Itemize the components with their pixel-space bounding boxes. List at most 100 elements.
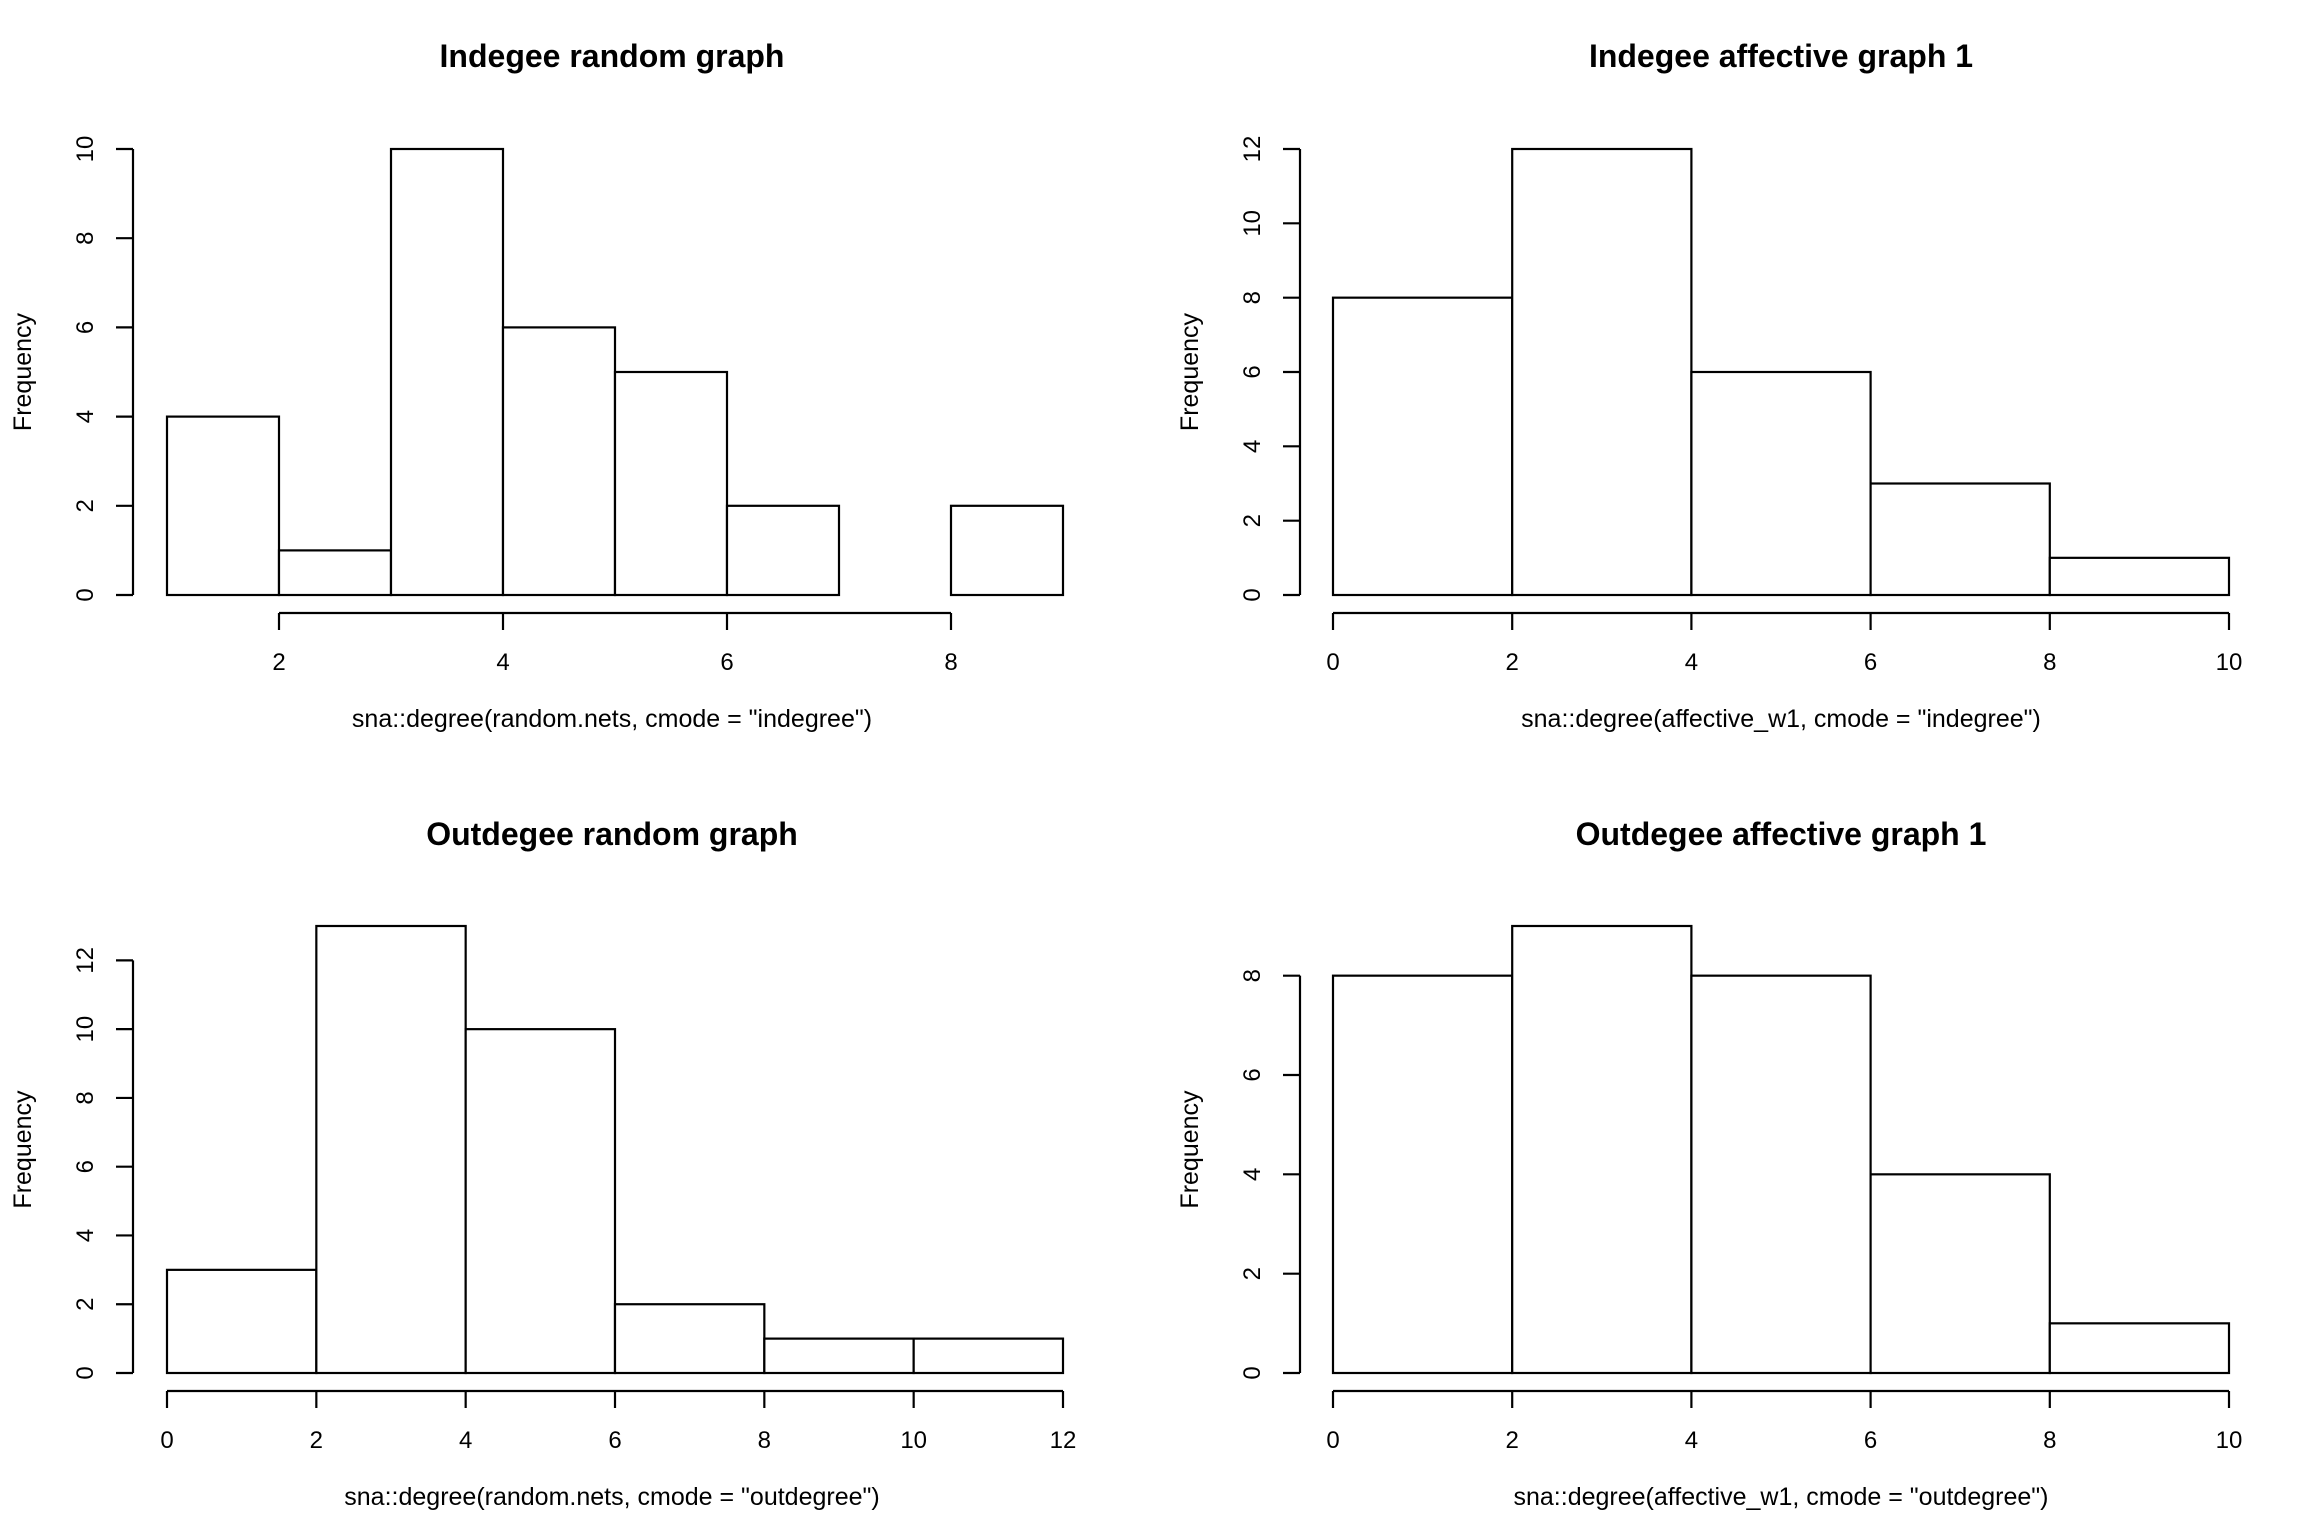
x-tick-label: 10 [900,1427,927,1454]
bar [613,370,729,597]
y-tick-label: 0 [72,1366,99,1379]
x-tick-label: 8 [2043,1427,2056,1454]
bars [1331,147,2231,597]
x-axis: 0 2 4 6 8 10 12 [160,1389,1077,1454]
y-tick-label: 0 [1239,1366,1266,1379]
y-tick-label: 8 [1239,291,1266,304]
bar [2048,556,2231,597]
x-tick-label: 4 [496,649,509,676]
y-axis-label: Frequency [1176,312,1204,431]
bars [165,147,1065,597]
x-axis-label: sna::degree(affective_w1, cmode = "outde… [1514,1483,2049,1511]
bar [763,1337,915,1375]
y-tick-label: 10 [1239,210,1266,237]
histogram-outdegree-random: Outdegee random graph sna::degree(random… [9,816,1076,1511]
y-axis: 0 2 4 6 8 10 12 [1239,136,1302,602]
y-tick-label: 6 [1239,365,1266,378]
x-tick-label: 10 [2216,1427,2243,1454]
histogram-outdegree-affective: Outdegee affective graph 1 sna::degree(a… [1176,816,2242,1511]
y-tick-label: 0 [72,588,99,601]
y-tick-label: 4 [72,1229,99,1242]
y-axis-label: Frequency [1176,1090,1204,1209]
bar [1511,147,1693,597]
y-axis-label: Frequency [9,312,37,431]
chart-title: Indegee affective graph 1 [1589,38,1973,74]
y-tick-label: 2 [1239,1267,1266,1280]
y-tick-label: 6 [72,321,99,334]
x-tick-label: 4 [1685,649,1698,676]
x-tick-label: 6 [1864,649,1877,676]
y-tick-label: 6 [72,1160,99,1173]
bars [165,924,1065,1375]
x-tick-label: 0 [1326,1427,1339,1454]
y-tick-label: 2 [72,1298,99,1311]
bar [165,1268,318,1375]
x-tick-label: 4 [459,1427,472,1454]
histogram-indegree-random: Indegee random graph sna::degree(random.… [9,38,1065,733]
chart-title: Indegee random graph [440,38,785,74]
y-tick-label: 2 [1239,514,1266,527]
bar [501,326,617,597]
y-tick-label: 6 [1239,1068,1266,1081]
y-tick-label: 8 [1239,969,1266,982]
y-tick-label: 4 [72,410,99,423]
x-tick-label: 8 [758,1427,771,1454]
bar [1869,482,2051,597]
bar [165,415,281,597]
x-axis-label: sna::degree(random.nets, cmode = "indegr… [352,705,872,733]
x-tick-label: 8 [944,649,957,676]
bar [2048,1322,2231,1375]
y-tick-label: 2 [72,499,99,512]
chart-title: Outdegee affective graph 1 [1576,816,1987,852]
bar [613,1303,766,1375]
x-tick-label: 6 [1864,1427,1877,1454]
bar [725,504,841,597]
x-tick-label: 12 [1050,1427,1077,1454]
bar [1511,924,1693,1375]
x-tick-label: 2 [310,1427,323,1454]
x-axis-label: sna::degree(random.nets, cmode = "outdeg… [344,1483,879,1511]
x-tick-label: 2 [272,649,285,676]
y-tick-label: 8 [72,232,99,245]
bar [315,924,467,1375]
bars [1331,924,2231,1375]
x-tick-label: 2 [1506,649,1519,676]
bar [1869,1173,2051,1375]
x-axis: 0 2 4 6 8 10 [1326,1389,2243,1454]
x-axis: 2 4 6 8 [272,611,958,676]
y-axis-label: Frequency [9,1090,37,1209]
x-axis-label: sna::degree(affective_w1, cmode = "indeg… [1521,705,2041,733]
histogram-indegree-affective: Indegee affective graph 1 sna::degree(af… [1176,38,2242,733]
y-tick-label: 12 [72,947,99,974]
bar [1690,370,1872,597]
y-tick-label: 10 [72,1016,99,1043]
x-tick-label: 0 [160,1427,173,1454]
x-tick-label: 10 [2216,649,2243,676]
chart-title: Outdegee random graph [426,816,798,852]
bar [1331,296,1514,597]
y-axis: 0 2 4 6 8 [1239,969,1302,1380]
y-tick-label: 4 [1239,1168,1266,1181]
x-tick-label: 6 [720,649,733,676]
y-axis: 0 2 4 6 8 10 12 [72,947,135,1380]
y-axis: 0 2 4 6 8 10 [72,136,135,602]
y-tick-label: 10 [72,136,99,163]
x-tick-label: 0 [1326,649,1339,676]
y-tick-label: 12 [1239,136,1266,163]
bar [1690,974,1872,1375]
bar [277,549,393,597]
y-tick-label: 4 [1239,440,1266,453]
bar [389,147,505,597]
bar [912,1337,1065,1375]
y-tick-label: 8 [72,1091,99,1104]
x-tick-label: 6 [608,1427,621,1454]
y-tick-label: 0 [1239,588,1266,601]
bar [949,504,1065,597]
x-tick-label: 4 [1685,1427,1698,1454]
x-tick-label: 2 [1506,1427,1519,1454]
bar [1331,974,1514,1375]
x-axis: 0 2 4 6 8 10 [1326,611,2243,676]
x-tick-label: 8 [2043,649,2056,676]
bar [464,1028,617,1375]
